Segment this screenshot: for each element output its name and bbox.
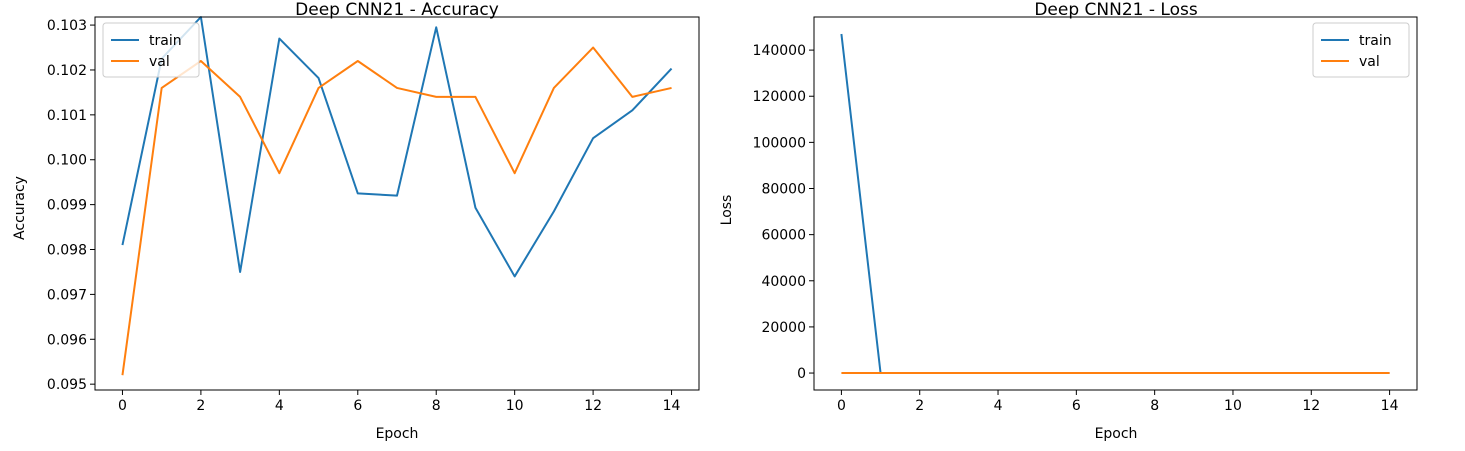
- x-tick-label: 12: [584, 398, 602, 414]
- y-tick-label: 0.102: [47, 63, 87, 79]
- legend-label: train: [149, 33, 182, 49]
- x-tick-label: 2: [915, 398, 924, 414]
- x-tick-label: 0: [118, 398, 127, 414]
- x-tick-label: 6: [353, 398, 362, 414]
- y-tick-label: 40000: [761, 274, 806, 290]
- series-line-train: [121, 16, 673, 278]
- plot-frame: [94, 16, 700, 391]
- series-line-train: [840, 33, 1390, 375]
- x-tick-label: 10: [1224, 398, 1242, 414]
- x-axis-label: Epoch: [1095, 426, 1138, 442]
- x-tick-label: 0: [837, 398, 846, 414]
- ticks: 0 2 4 6 8 10 12 14 0.095 0.096 0.097 0.098 0.099 0.10…: [47, 18, 681, 414]
- y-tick-label: 20000: [761, 320, 806, 336]
- x-tick-label: 14: [1381, 398, 1399, 414]
- y-tick-label: 0.098: [47, 243, 87, 259]
- loss-chart: Deep CNN21 - Loss Epoch Loss 0 2 4 6 8 10 12 14…: [719, 0, 1418, 442]
- x-tick-label: 2: [196, 398, 205, 414]
- series-line-val: [121, 46, 672, 376]
- legend-label: val: [1359, 54, 1380, 70]
- y-tick-label: 0.097: [47, 287, 87, 303]
- legend-label: train: [1359, 33, 1392, 49]
- x-tick-label: 4: [994, 398, 1003, 414]
- x-tick-label: 14: [663, 398, 681, 414]
- x-tick-label: 10: [506, 398, 524, 414]
- y-tick-label: 0.096: [47, 332, 87, 348]
- x-tick-label: 4: [275, 398, 284, 414]
- y-tick-label: 60000: [761, 228, 806, 244]
- x-tick-label: 12: [1302, 398, 1320, 414]
- y-tick-label: 120000: [753, 89, 806, 105]
- y-axis-label: Accuracy: [12, 176, 28, 240]
- y-tick-label: 0.101: [47, 108, 87, 124]
- y-tick-label: 0.100: [47, 153, 87, 169]
- y-axis-label: Loss: [719, 195, 735, 226]
- y-tick-label: 80000: [761, 182, 806, 198]
- y-tick-label: 0.099: [47, 198, 87, 214]
- chart-title: Deep CNN21 - Loss: [1034, 0, 1198, 20]
- legend-box: [1312, 22, 1410, 78]
- plot-area: [840, 33, 1390, 375]
- x-axis-label: Epoch: [376, 426, 419, 442]
- legend-box: [102, 22, 200, 78]
- legend: train val: [1312, 22, 1410, 78]
- y-tick-label: 0.095: [47, 377, 87, 393]
- y-tick-label: 0: [797, 366, 806, 382]
- y-tick-label: 100000: [753, 135, 806, 151]
- y-tick-label: 140000: [753, 43, 806, 59]
- x-tick-label: 8: [432, 398, 441, 414]
- legend: train val: [102, 22, 200, 78]
- plot-area: [121, 16, 673, 376]
- x-tick-label: 6: [1072, 398, 1081, 414]
- legend-label: val: [149, 54, 170, 70]
- ticks: 0 2 4 6 8 10 12 14 0 20000 40000 60000 80000 100000 12…: [753, 43, 1399, 414]
- chart-title: Deep CNN21 - Accuracy: [295, 0, 499, 20]
- y-tick-label: 0.103: [47, 18, 87, 34]
- plot-frame: [813, 16, 1418, 391]
- accuracy-chart: Deep CNN21 - Accuracy Epoch Accuracy 0 2 4…: [12, 0, 700, 442]
- x-tick-label: 8: [1150, 398, 1159, 414]
